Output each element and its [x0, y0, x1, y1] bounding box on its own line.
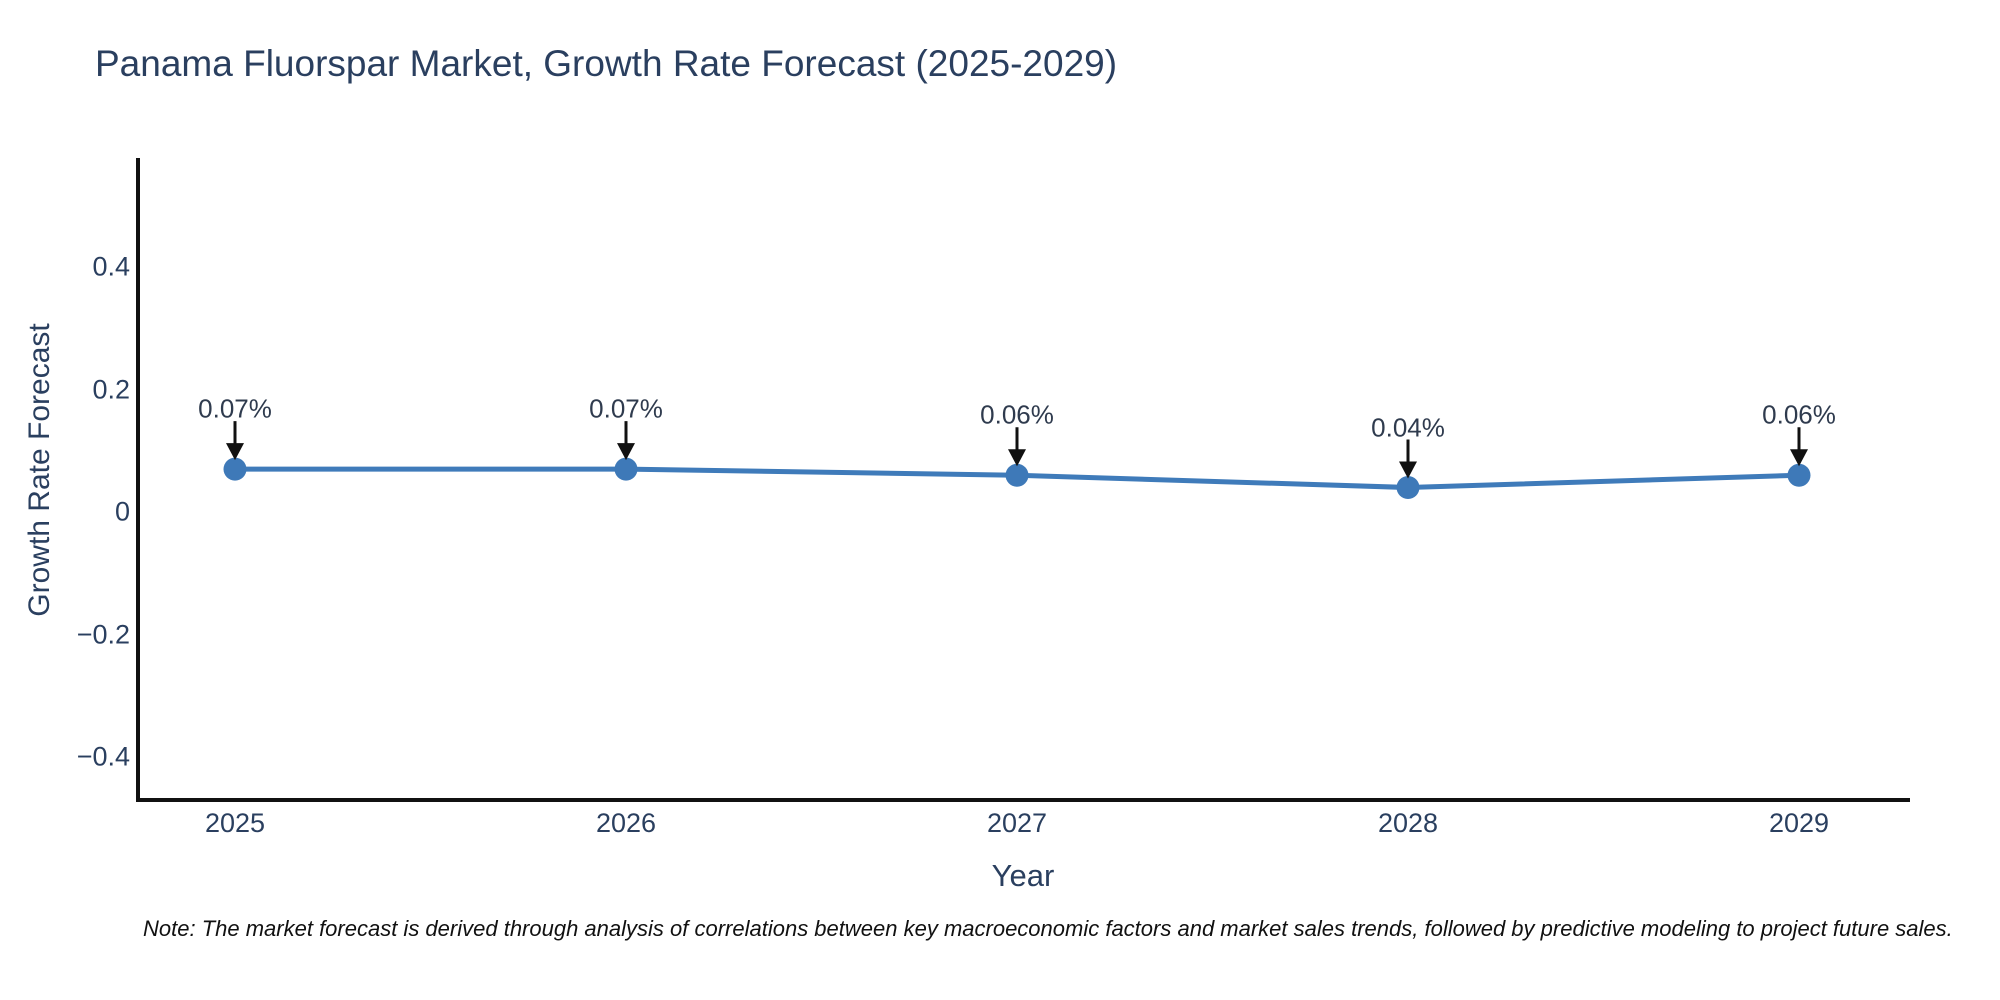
chart-title: Panama Fluorspar Market, Growth Rate For…: [95, 43, 1118, 84]
point-annotation: 0.07%: [198, 393, 272, 424]
x-tick-label: 2028: [1377, 808, 1439, 838]
y-axis-title: Growth Rate Forecast: [23, 323, 56, 617]
x-tick-label: 2025: [204, 808, 266, 838]
data-point[interactable]: [1787, 463, 1811, 487]
x-axis-title: Year: [991, 858, 1055, 893]
data-point[interactable]: [1005, 463, 1029, 487]
x-tick-label: 2027: [986, 808, 1048, 838]
annotation-arrowhead: [1399, 461, 1417, 479]
point-annotation: 0.04%: [1371, 412, 1445, 442]
x-tick-label: 2029: [1768, 808, 1830, 838]
y-tick-label: −0.2: [76, 619, 130, 649]
y-tick-label: 0: [114, 496, 130, 527]
data-point[interactable]: [223, 457, 247, 481]
y-tick-label: 0.2: [92, 374, 130, 404]
data-point[interactable]: [614, 457, 638, 481]
data-point[interactable]: [1396, 476, 1420, 499]
annotation-arrowhead: [617, 443, 635, 461]
point-annotation: 0.06%: [1762, 399, 1836, 430]
footnote: Note: The market forecast is derived thr…: [143, 916, 1953, 941]
y-tick-label: −0.4: [76, 741, 130, 772]
point-annotation: 0.07%: [589, 393, 663, 424]
annotation-arrowhead: [226, 443, 244, 461]
annotation-arrowhead: [1790, 449, 1808, 467]
x-tick-label: 2026: [595, 808, 657, 838]
y-tick-label: 0.4: [92, 251, 130, 282]
point-annotation: 0.06%: [980, 399, 1054, 430]
annotation-arrowhead: [1008, 449, 1026, 467]
